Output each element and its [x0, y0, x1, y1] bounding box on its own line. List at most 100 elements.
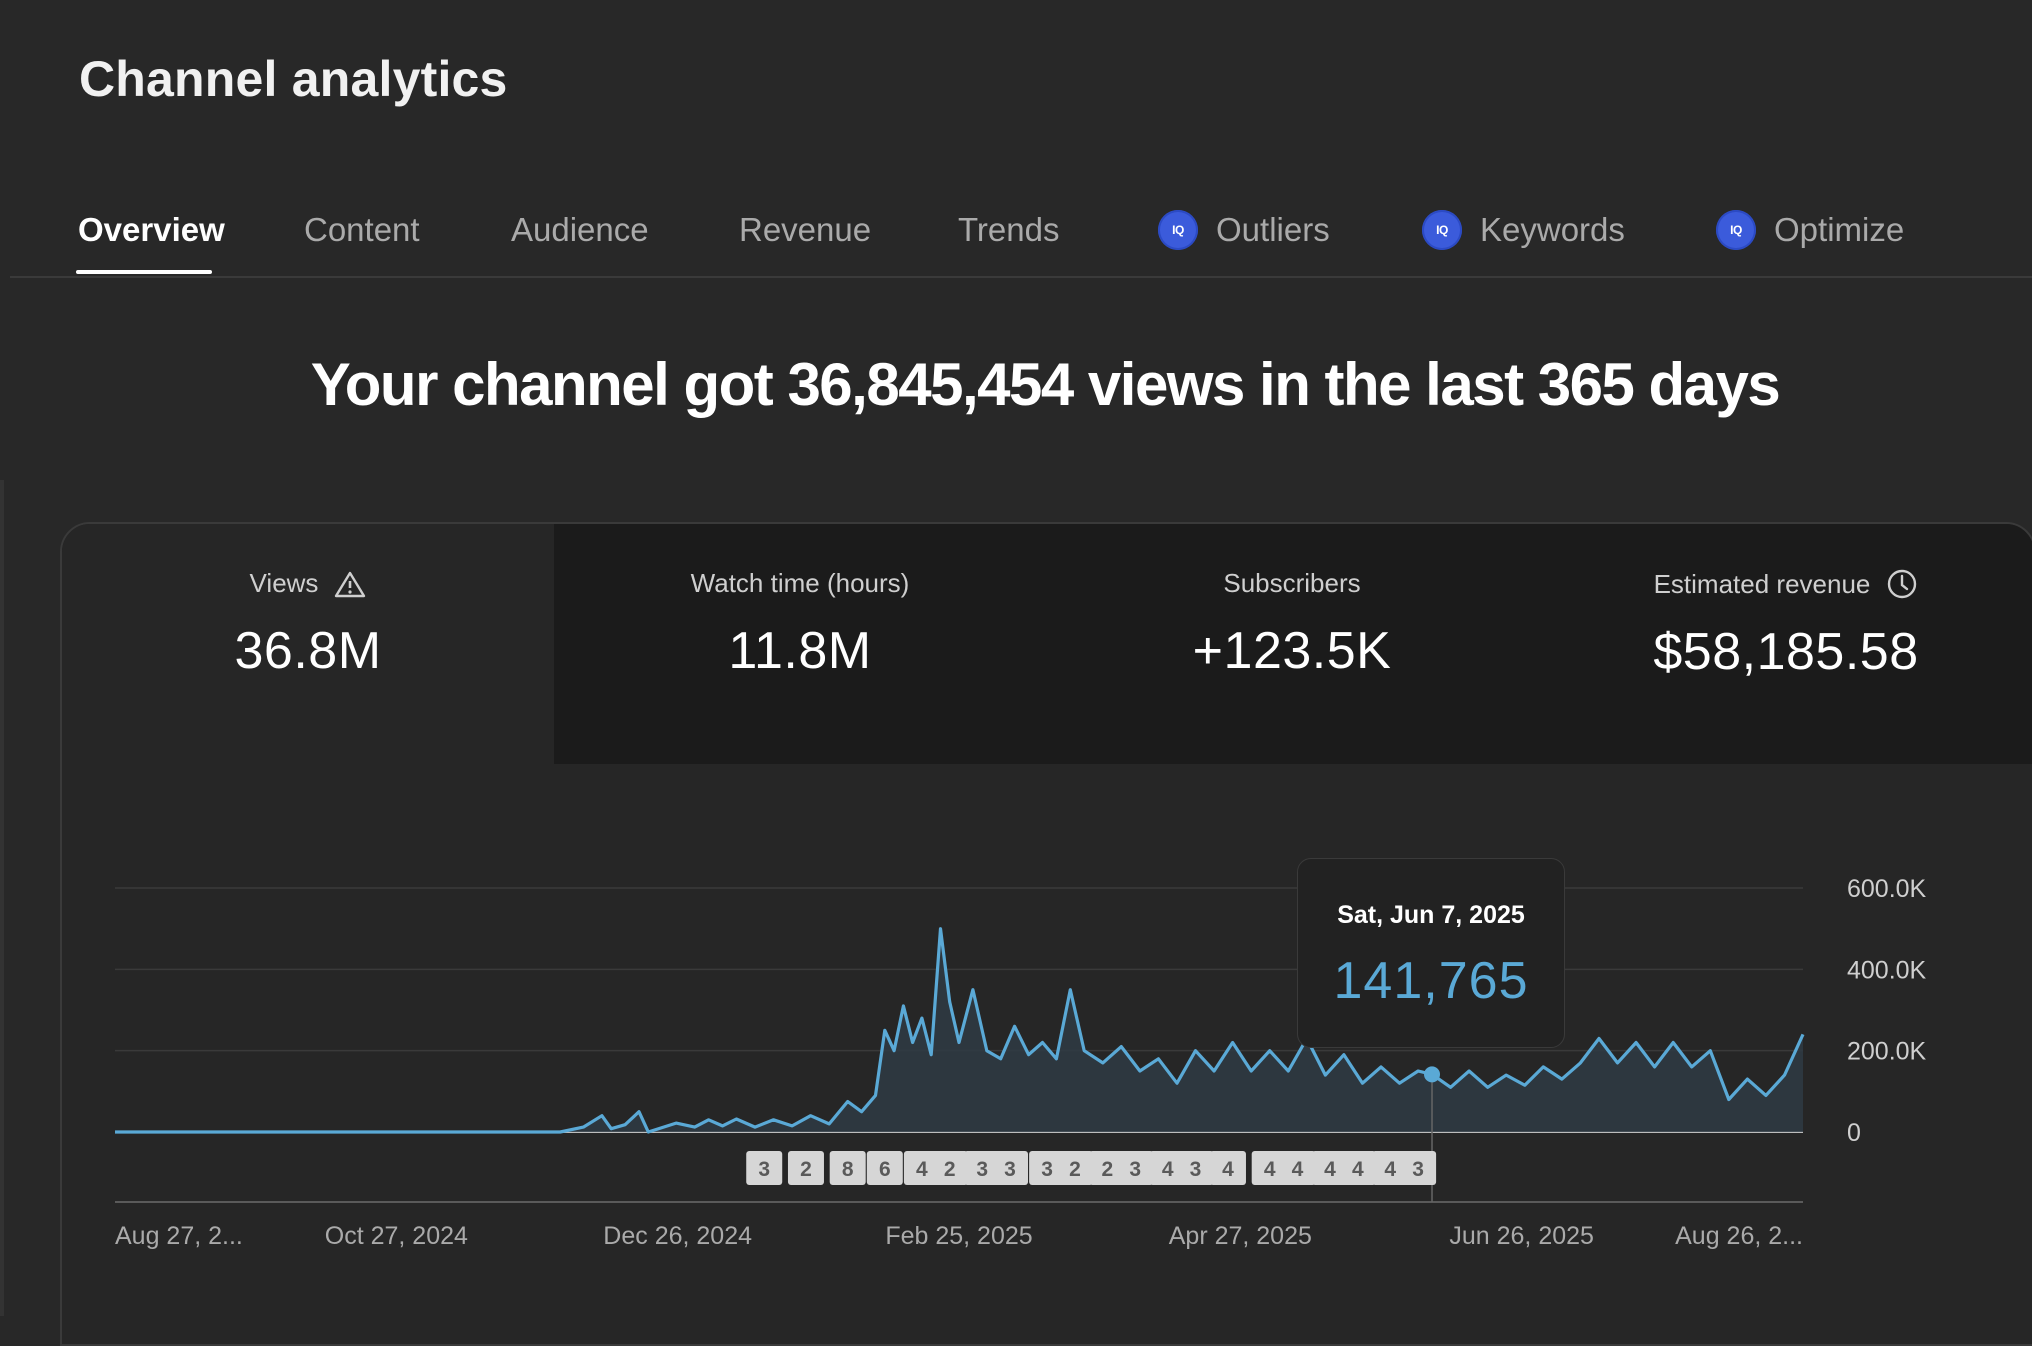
metric-label: Views [249, 568, 319, 598]
upload-marker-label: 3 [1412, 1158, 1424, 1181]
upload-marker [992, 1151, 1029, 1185]
upload-marker [903, 1151, 940, 1185]
metric-value: 36.8M [234, 622, 382, 680]
tab-label: Content [304, 211, 420, 248]
upload-marker-label: 2 [800, 1158, 812, 1181]
tab-label: Overview [78, 211, 225, 248]
x-tick-label: Jun 26, 2025 [1449, 1222, 1594, 1250]
upload-marker-label: 4 [1222, 1158, 1234, 1181]
tab-content[interactable]: Content [304, 190, 420, 270]
metric-value: $58,185.58 [1653, 623, 1919, 681]
metric-label: Watch time (hours) [690, 568, 910, 598]
tooltip-value: 141,765 [1333, 952, 1529, 1010]
x-tick-label: Apr 27, 2025 [1169, 1222, 1312, 1250]
upload-marker-label: 3 [1041, 1158, 1053, 1181]
metric-label: Subscribers [1223, 568, 1361, 598]
upload-marker [1149, 1151, 1186, 1185]
chart-tooltip: Sat, Jun 7, 2025 141,765 [1297, 858, 1565, 1048]
highlight-point [1424, 1066, 1441, 1083]
upload-marker [1400, 1151, 1437, 1185]
upload-marker-label: 3 [1190, 1158, 1202, 1181]
metric-value: 11.8M [728, 622, 872, 680]
tab-label: Optimize [1774, 211, 1905, 248]
page-title: Channel analytics [79, 51, 508, 107]
series-area [115, 928, 1803, 1132]
tab-overview[interactable]: Overview [78, 190, 225, 270]
upload-marker [1251, 1151, 1288, 1185]
vidiq-icon: IQ [1422, 210, 1462, 250]
upload-marker-label: 2 [944, 1158, 956, 1181]
upload-marker [1209, 1151, 1246, 1185]
upload-marker-label: 4 [1384, 1158, 1396, 1181]
tab-audience[interactable]: Audience [511, 190, 649, 270]
upload-marker-label: 4 [1324, 1158, 1336, 1181]
vidiq-icon: IQ [1158, 210, 1198, 250]
upload-marker-label: 3 [1004, 1158, 1016, 1181]
upload-marker-label: 2 [1069, 1158, 1081, 1181]
upload-marker [1056, 1151, 1093, 1185]
upload-marker [866, 1151, 903, 1185]
tab-label: Audience [511, 211, 649, 248]
upload-marker-label: 3 [758, 1158, 770, 1181]
active-tab-indicator [76, 270, 212, 274]
tab-bar: Overview Content Audience Revenue Trends… [0, 190, 2032, 278]
vidiq-badge-text: IQ [1172, 223, 1184, 237]
clock-icon [1888, 569, 1917, 599]
upload-marker-label: 2 [1102, 1158, 1114, 1181]
upload-marker-label: 6 [879, 1158, 891, 1181]
upload-marker-label: 3 [976, 1158, 988, 1181]
upload-marker [1177, 1151, 1214, 1185]
y-tick-label: 600.0K [1847, 875, 1927, 903]
metric-card-subscribers[interactable]: Subscribers +123.5K [1046, 524, 1540, 764]
tab-label: Outliers [1216, 211, 1330, 248]
analytics-panel: Views 36.8M Watch time (hours) 11.8M Sub… [60, 522, 2032, 1346]
warning-icon [335, 571, 366, 597]
y-tick-label: 400.0K [1847, 956, 1927, 984]
upload-marker [829, 1151, 866, 1185]
tab-revenue[interactable]: Revenue [739, 190, 871, 270]
tab-optimize[interactable]: IQ Optimize [1716, 190, 1904, 270]
metric-card-estimated-revenue[interactable]: Estimated revenue $58,185.58 [1538, 524, 2032, 764]
upload-marker [1029, 1151, 1066, 1185]
upload-marker [787, 1151, 824, 1185]
upload-marker [1339, 1151, 1376, 1185]
upload-marker [746, 1151, 783, 1185]
tab-keywords[interactable]: IQ Keywords [1422, 190, 1625, 270]
upload-marker [1372, 1151, 1409, 1185]
upload-marker [1117, 1151, 1154, 1185]
headline: Your channel got 36,845,454 views in the… [310, 351, 1781, 418]
upload-marker [964, 1151, 1001, 1185]
tooltip-date: Sat, Jun 7, 2025 [1337, 901, 1525, 929]
series-line [115, 927, 1805, 1134]
vidiq-icon: IQ [1716, 210, 1756, 250]
upload-marker-label: 4 [916, 1158, 928, 1181]
vidiq-badge-text: IQ [1436, 223, 1448, 237]
upload-marker [1089, 1151, 1126, 1185]
upload-marker-label: 4 [1352, 1158, 1364, 1181]
y-tick-label: 0 [1847, 1119, 1861, 1147]
upload-marker [931, 1151, 968, 1185]
tab-label: Revenue [739, 211, 872, 248]
upload-marker-label: 8 [842, 1158, 854, 1181]
x-tick-label: Feb 25, 2025 [885, 1222, 1032, 1250]
metric-label: Estimated revenue [1653, 568, 1871, 599]
upload-marker [1279, 1151, 1316, 1185]
y-tick-label: 200.0K [1847, 1038, 1927, 1066]
tab-trends[interactable]: Trends [958, 190, 1059, 270]
metric-card-views[interactable]: Views 36.8M [62, 524, 554, 764]
x-tick-label: Oct 27, 2024 [325, 1222, 468, 1250]
metric-value: +123.5K [1192, 622, 1392, 680]
x-tick-label: Aug 26, 2... [1675, 1222, 1803, 1250]
vidiq-badge-text: IQ [1730, 223, 1742, 237]
upload-marker-label: 3 [1129, 1158, 1141, 1181]
x-tick-label: Aug 27, 2... [115, 1222, 243, 1250]
upload-marker-label: 4 [1264, 1158, 1276, 1181]
upload-marker-label: 4 [1162, 1158, 1174, 1181]
tab-outliers[interactable]: IQ Outliers [1158, 190, 1330, 270]
tabs-divider [10, 276, 2032, 278]
metric-card-watch-time[interactable]: Watch time (hours) 11.8M [554, 524, 1048, 764]
upload-marker-label: 4 [1292, 1158, 1304, 1181]
left-edge-border [0, 480, 4, 1316]
tab-label: Trends [958, 211, 1060, 248]
